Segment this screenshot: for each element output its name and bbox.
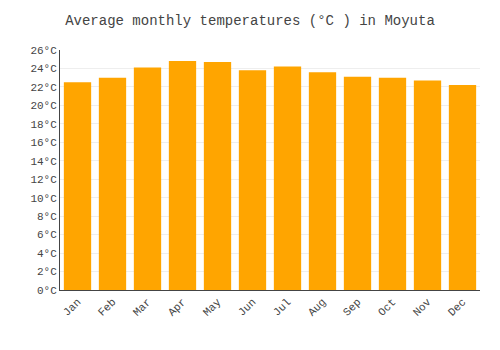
svg-text:10°C: 10°C — [30, 193, 57, 205]
svg-text:Apr: Apr — [166, 296, 188, 318]
svg-text:26°C: 26°C — [30, 45, 57, 57]
svg-text:May: May — [201, 296, 224, 319]
svg-text:0°C: 0°C — [37, 285, 57, 297]
svg-text:Jan: Jan — [61, 296, 83, 318]
svg-text:Mar: Mar — [131, 296, 153, 318]
svg-text:22°C: 22°C — [30, 82, 57, 94]
svg-text:4°C: 4°C — [37, 248, 57, 260]
svg-text:Aug: Aug — [306, 296, 328, 318]
svg-text:Sep: Sep — [341, 296, 363, 318]
svg-text:Feb: Feb — [96, 296, 118, 318]
svg-text:Average monthly temperatures (: Average monthly temperatures (°C ) in Mo… — [65, 13, 435, 29]
svg-text:16°C: 16°C — [30, 137, 57, 149]
svg-text:Oct: Oct — [376, 296, 398, 318]
svg-text:Dec: Dec — [446, 296, 468, 318]
svg-text:12°C: 12°C — [30, 174, 57, 186]
svg-text:14°C: 14°C — [30, 156, 57, 168]
svg-text:Jun: Jun — [236, 296, 258, 318]
svg-text:18°C: 18°C — [30, 119, 57, 131]
svg-text:8°C: 8°C — [37, 211, 57, 223]
svg-text:6°C: 6°C — [37, 229, 57, 241]
svg-text:Jul: Jul — [271, 296, 293, 318]
svg-text:20°C: 20°C — [30, 100, 57, 112]
svg-text:24°C: 24°C — [30, 63, 57, 75]
svg-text:2°C: 2°C — [37, 266, 57, 278]
svg-text:Nov: Nov — [411, 296, 434, 319]
